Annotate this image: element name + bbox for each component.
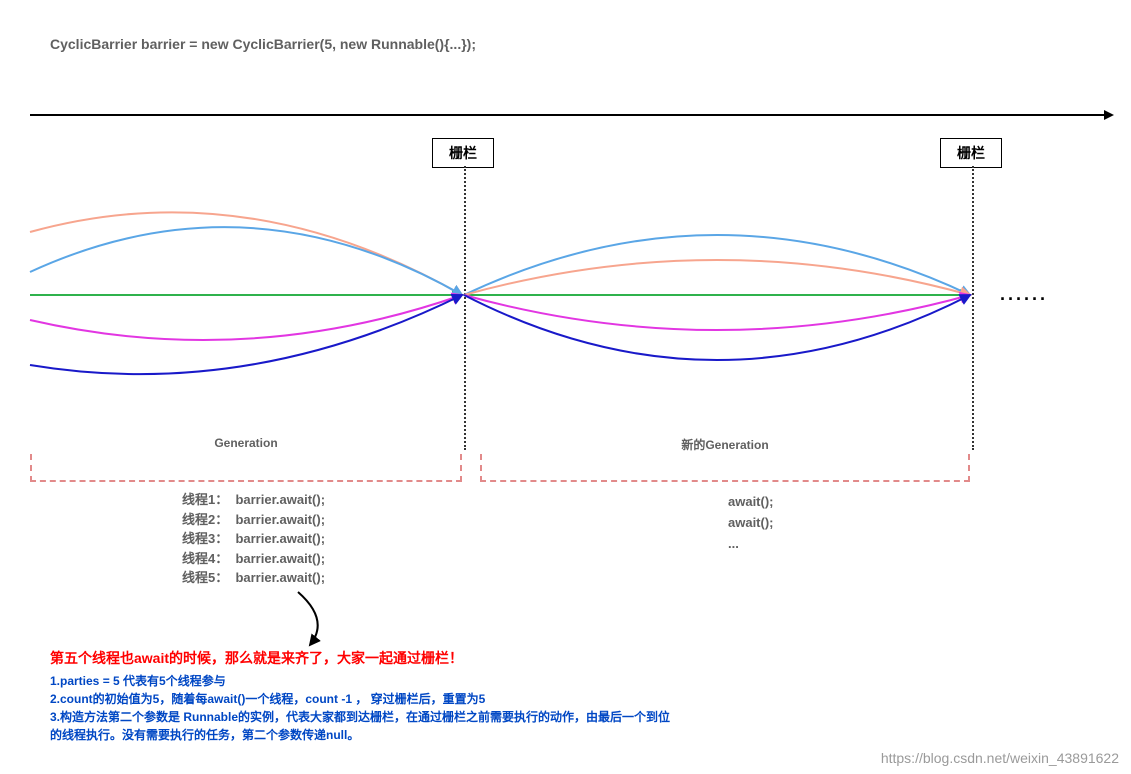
barrier-2-label: 栅栏 xyxy=(940,138,1002,168)
generation-1-box xyxy=(30,454,462,482)
blue-notes: 1.parties = 5 代表有5个线程参与2.count的初始值为5，随着每… xyxy=(50,672,670,744)
generation-2-label: 新的Generation xyxy=(650,436,800,453)
watermark: https://blog.csdn.net/weixin_43891622 xyxy=(881,750,1119,766)
continuation-dots: ······ xyxy=(1000,289,1048,310)
barrier-1-label: 栅栏 xyxy=(432,138,494,168)
timeline-axis xyxy=(30,114,1106,116)
thread-await-list: 线程1： barrier.await(); 线程2： barrier.await… xyxy=(182,490,325,588)
red-note: 第五个线程也await的时候，那么就是来齐了，大家一起通过栅栏！ xyxy=(50,648,463,668)
generation-2-box xyxy=(480,454,970,482)
barrier-2-line xyxy=(972,166,974,450)
barrier-1-line xyxy=(464,166,466,450)
code-title: CyclicBarrier barrier = new CyclicBarrie… xyxy=(50,36,476,52)
generation-1-label: Generation xyxy=(171,436,321,450)
await-list-right: await();await();... xyxy=(728,492,774,554)
